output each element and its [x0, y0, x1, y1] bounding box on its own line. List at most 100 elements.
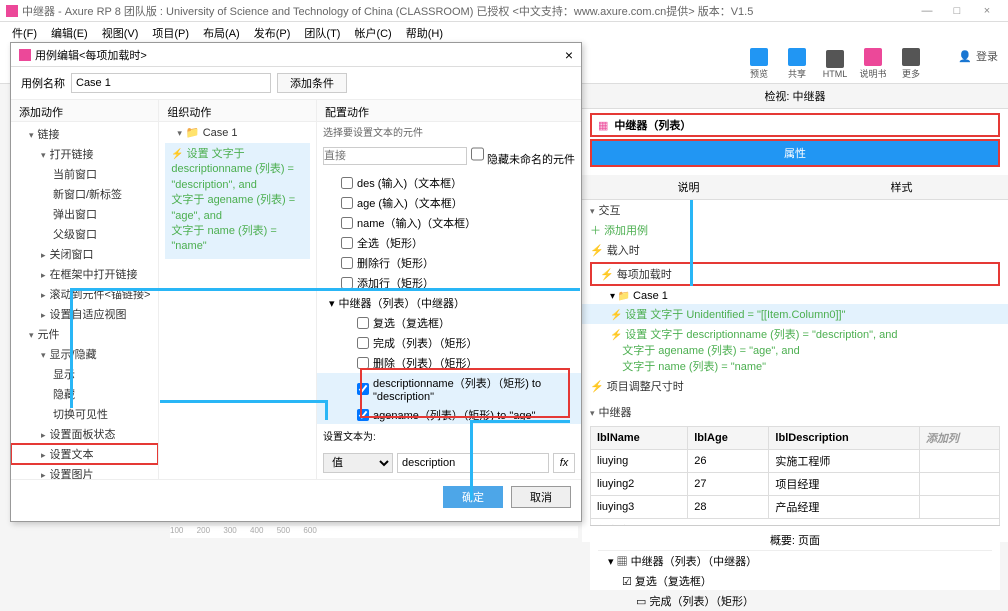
widget-checkbox[interactable]	[357, 337, 369, 349]
widget-checkbox[interactable]	[357, 409, 369, 421]
widget-checkbox[interactable]	[341, 277, 353, 289]
spec-button[interactable]: 说明书	[856, 46, 890, 82]
widget-checkbox[interactable]	[341, 217, 353, 229]
cancel-button[interactable]: 取消	[511, 486, 571, 508]
menu-item[interactable]: 项目(P)	[146, 23, 195, 43]
case-editor-dialog: 用例编辑<每项加载时> × 用例名称 添加条件 添加动作 链接打开链接当前窗口新…	[10, 42, 582, 522]
widget-checkbox[interactable]	[341, 177, 353, 189]
menu-item[interactable]: 布局(A)	[197, 23, 246, 43]
widget-checkbox[interactable]	[357, 383, 369, 395]
widget-row[interactable]: ▾ 中继器（列表）（中继器）	[317, 293, 581, 313]
outline-title: 概要: 页面	[598, 530, 992, 551]
col3-hint: 选择要设置文本的元件	[317, 122, 581, 141]
action-tree-item[interactable]: 显示	[11, 364, 158, 384]
col1-header: 添加动作	[11, 100, 158, 122]
set-type-select[interactable]: 值	[323, 453, 393, 473]
widget-checkbox[interactable]	[341, 197, 353, 209]
widget-row[interactable]: 全选（矩形）	[317, 233, 581, 253]
widget-row[interactable]: descriptionname（列表）（矩形) to "description"	[317, 373, 581, 405]
action-tree-item[interactable]: 打开链接	[11, 144, 158, 164]
action-tree-item[interactable]: 元件	[11, 324, 158, 344]
widget-row[interactable]: age (输入)（文本框）	[317, 193, 581, 213]
fx-button[interactable]: fx	[553, 453, 575, 473]
widget-row[interactable]: 添加行（矩形）	[317, 273, 581, 293]
set-value-input[interactable]	[397, 453, 549, 473]
ruler: 100 200 300 400 500 600	[170, 526, 578, 538]
action-tree-item[interactable]: 在框架中打开链接	[11, 264, 158, 284]
action-tree-item[interactable]: 新窗口/新标签	[11, 184, 158, 204]
dialog-title: 用例编辑<每项加载时>	[35, 47, 147, 63]
widget-search[interactable]	[323, 147, 467, 165]
event-item-resize[interactable]: ⚡ 项目调整尺寸时	[582, 376, 1008, 396]
outline-item[interactable]: ▾ ▦ 中继器（列表）（中继器）	[598, 551, 992, 571]
section-repeater: 中继器	[599, 407, 632, 419]
widget-row[interactable]: agename（列表）（矩形) to "age"	[317, 405, 581, 424]
outline-item[interactable]: ▭ 完成（列表）（矩形）	[598, 591, 992, 611]
widget-checkbox[interactable]	[341, 257, 353, 269]
widget-row[interactable]: 复选（复选框）	[317, 313, 581, 333]
action-tree-item[interactable]: 隐藏	[11, 384, 158, 404]
action-tree-item[interactable]: 弹出窗口	[11, 204, 158, 224]
add-condition-button[interactable]: 添加条件	[277, 73, 347, 93]
menu-item[interactable]: 编辑(E)	[45, 23, 94, 43]
window-title: 中继器 - Axure RP 8 团队版 : University of Sci…	[22, 3, 753, 19]
inspector-title: 检视: 中继器	[582, 84, 1008, 109]
right-act2[interactable]: ⚡ 设置 文字于 descriptionname (列表) = "descrip…	[582, 324, 1008, 376]
action-tree-item[interactable]: 显示/隐藏	[11, 344, 158, 364]
menu-item[interactable]: 帐户(C)	[348, 23, 397, 43]
case-node[interactable]: 📁 Case 1	[159, 124, 316, 141]
dialog-close[interactable]: ×	[565, 47, 573, 63]
login-button[interactable]: 👤 登录	[958, 48, 998, 64]
repeater-name: 中继器（列表）	[614, 117, 691, 133]
action-tree-item[interactable]: 链接	[11, 124, 158, 144]
share-button[interactable]: 共享	[780, 46, 814, 82]
widget-row[interactable]: name（输入)（文本框）	[317, 213, 581, 233]
add-case-link[interactable]: ＋ 添加用例	[582, 220, 1008, 240]
window-min[interactable]: —	[912, 5, 942, 17]
menu-item[interactable]: 帮助(H)	[400, 23, 449, 43]
more-button[interactable]: 更多	[894, 46, 928, 82]
case-name-label: 用例名称	[21, 75, 65, 91]
preview-button[interactable]: 预览	[742, 46, 776, 82]
ok-button[interactable]: 确定	[443, 486, 503, 508]
outline-item[interactable]: ☑ 复选（复选框）	[598, 571, 992, 591]
menu-item[interactable]: 视图(V)	[96, 23, 145, 43]
set-text-label: 设置文本为:	[317, 424, 581, 447]
action-tree-item[interactable]: 关闭窗口	[11, 244, 158, 264]
menu-item[interactable]: 发布(P)	[248, 23, 297, 43]
dialog-icon	[19, 49, 31, 61]
case-name-input[interactable]	[71, 73, 271, 93]
tab-style[interactable]: 样式	[795, 175, 1008, 199]
action-tree-item[interactable]: 设置文本	[11, 444, 158, 464]
event-onload[interactable]: ⚡ 载入时	[582, 240, 1008, 260]
tab-notes[interactable]: 说明	[582, 175, 795, 199]
html-button[interactable]: HTML	[818, 46, 852, 82]
action-tree-item[interactable]: 当前窗口	[11, 164, 158, 184]
widget-row[interactable]: 完成（列表）（矩形）	[317, 333, 581, 353]
action-tree-item[interactable]: 父级窗口	[11, 224, 158, 244]
section-interact: 交互	[599, 205, 621, 217]
action-tree-item[interactable]: 滚动到元件<锚链接>	[11, 284, 158, 304]
right-case[interactable]: ▾ 📁 Case 1	[582, 288, 1008, 304]
action-tree-item[interactable]: 切换可见性	[11, 404, 158, 424]
menu-item[interactable]: 件(F)	[6, 23, 43, 43]
window-close[interactable]: ×	[972, 5, 1002, 17]
widget-row[interactable]: 删除（列表）（矩形）	[317, 353, 581, 373]
col3-header: 配置动作	[317, 100, 581, 122]
widget-checkbox[interactable]	[357, 357, 369, 369]
widget-row[interactable]: 删除行（矩形）	[317, 253, 581, 273]
event-each-load[interactable]: ⚡ 每项加载时	[590, 262, 1000, 286]
right-act1[interactable]: ⚡ 设置 文字于 Unidentified = "[[Item.Column0]…	[582, 304, 1008, 324]
action-tree-item[interactable]: 设置图片	[11, 464, 158, 479]
action-tree-item[interactable]: 设置面板状态	[11, 424, 158, 444]
properties-tab[interactable]: 属性	[590, 139, 1000, 167]
widget-checkbox[interactable]	[341, 237, 353, 249]
menu-item[interactable]: 团队(T)	[298, 23, 346, 43]
app-icon	[6, 5, 18, 17]
case-action[interactable]: ⚡ 设置 文字于 descriptionname (列表) = "descrip…	[165, 143, 310, 259]
widget-checkbox[interactable]	[357, 317, 369, 329]
action-tree-item[interactable]: 设置自适应视图	[11, 304, 158, 324]
hide-unnamed-checkbox[interactable]	[471, 145, 484, 163]
window-max[interactable]: □	[942, 5, 972, 17]
widget-row[interactable]: des (输入)（文本框）	[317, 173, 581, 193]
